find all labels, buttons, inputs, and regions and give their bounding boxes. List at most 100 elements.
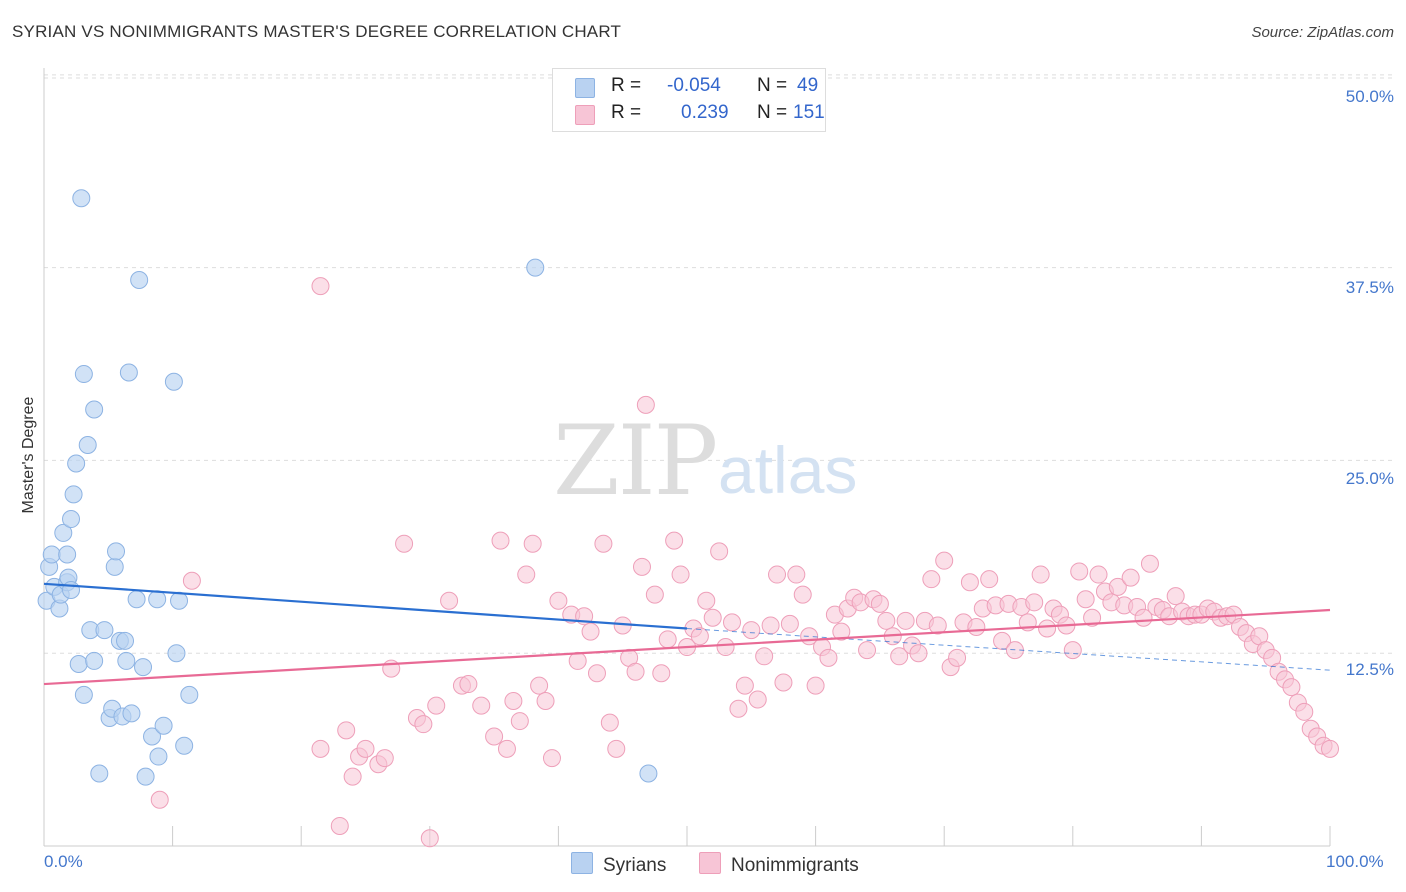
nonimmigrants-point [948,648,967,667]
nonimmigrants-point [735,676,754,695]
syrians-point [143,727,162,746]
nonimmigrants-point [877,611,896,630]
watermark-atlas: atlas [718,433,858,507]
nonimmigrants-point [967,617,986,636]
nonimmigrants-point [960,573,979,592]
nonimmigrants-point [690,627,709,646]
nonimmigrants-point [780,614,799,633]
nonimmigrants-point [755,647,774,666]
syrians-point [526,258,545,277]
nonimmigrants-point [587,664,606,683]
nonimmigrants-point [1031,565,1050,584]
syrians-point [85,400,104,419]
bottom-legend-syrians: Syrians [571,852,666,877]
nonimmigrants-point [1121,568,1140,587]
nonimmigrants-point [568,651,587,670]
nonimmigrants-point [658,630,677,649]
nonimmigrants-point [935,551,954,570]
nonimmigrants-point [665,531,684,550]
nonimmigrants-point [504,692,523,711]
legend-r-label: R = [611,102,642,123]
syrians-point [116,631,135,650]
grid-layer [44,74,1392,654]
nonimmigrants-point [549,591,568,610]
nonimmigrants-point [768,565,787,584]
nonimmigrants-point [858,641,877,660]
syrians-point [164,372,183,391]
chart-title: SYRIAN VS NONIMMIGRANTS MASTER'S DEGREE … [12,22,622,41]
x-tick-label-max: 100.0% [1326,852,1384,871]
y-tick-label: 50.0% [1345,87,1394,106]
nonimmigrants-point [774,673,793,692]
nonimmigrants-point [1282,678,1301,697]
nonimmigrants-point [1076,590,1095,609]
nonimmigrants-point [761,616,780,635]
nonimmigrants-trend-line [43,608,1331,686]
nonimmigrants-point [806,676,825,695]
nonimmigrants-point [459,675,478,694]
syrians-point [67,454,86,473]
legend-n-label: N = [757,102,788,123]
nonimmigrants-point [922,570,941,589]
nonimmigrants-point [581,622,600,641]
nonimmigrants-legend-label: Nonimmigrants [731,855,859,876]
nonimmigrants-point [652,664,671,683]
syrians-point [175,736,194,755]
nonimmigrants-point [517,565,536,584]
nonimmigrants-point [819,648,838,667]
syrians-point [62,580,81,599]
syrians-point [134,658,153,677]
nonimmigrants-point [645,585,664,604]
syrians-point [95,621,114,640]
nonimmigrants-point [697,591,716,610]
syrians-point [170,591,189,610]
nonimmigrants-point [1166,587,1185,606]
nonimmigrants-point [710,542,729,561]
syrians-point [122,704,141,723]
nonimmigrants-point [1089,565,1108,584]
syrians-point [136,767,155,786]
y-tick-label: 25.0% [1345,469,1394,488]
trend-layer [43,582,1331,686]
syrians-swatch [575,78,595,98]
nonimmigrants-point [748,690,767,709]
nonimmigrants-swatch [575,105,595,125]
syrians-point [74,685,93,704]
nonimmigrants-point [909,644,928,663]
syrians-point [149,747,168,766]
watermark-zip: ZIP [553,405,718,517]
nonimmigrants-point [607,739,626,758]
nonimmigrants-point [703,608,722,627]
syrians-point [130,270,149,289]
syrians-point [69,655,88,674]
syrians-legend-label: Syrians [603,855,667,876]
nonimmigrants-point [485,727,504,746]
nonimmigrants-point [671,565,690,584]
nonimmigrants-point [491,531,510,550]
syrians-point [639,764,658,783]
axis-layer [43,68,1331,847]
nonimmigrants-point [1140,554,1159,573]
nonimmigrants-point [832,622,851,641]
nonimmigrants-point [510,712,529,731]
nonimmigrants-point [1321,739,1339,758]
nonimmigrants-point [427,696,446,715]
syrians-point [107,542,126,561]
nonimmigrants-point [1038,619,1057,638]
syrians-point [167,644,186,663]
nonimmigrants-point [530,676,549,695]
syrians-point [54,523,73,542]
nonimmigrants-point [600,713,619,732]
nonimmigrants-point [440,591,459,610]
legend: R = -0.054 N = 49 R = 0.239 N = 151 [552,68,826,132]
nonimmigrants-point [787,565,806,584]
nonimmigrants-point [716,638,735,657]
legend-n-value: 151 [793,102,825,123]
syrians-point [90,764,109,783]
nonimmigrants-point [311,277,330,296]
nonimmigrants-legend-swatch [699,852,721,874]
syrians-point [117,651,136,670]
nonimmigrants-point [472,696,491,715]
nonimmigrants-point [636,395,655,414]
